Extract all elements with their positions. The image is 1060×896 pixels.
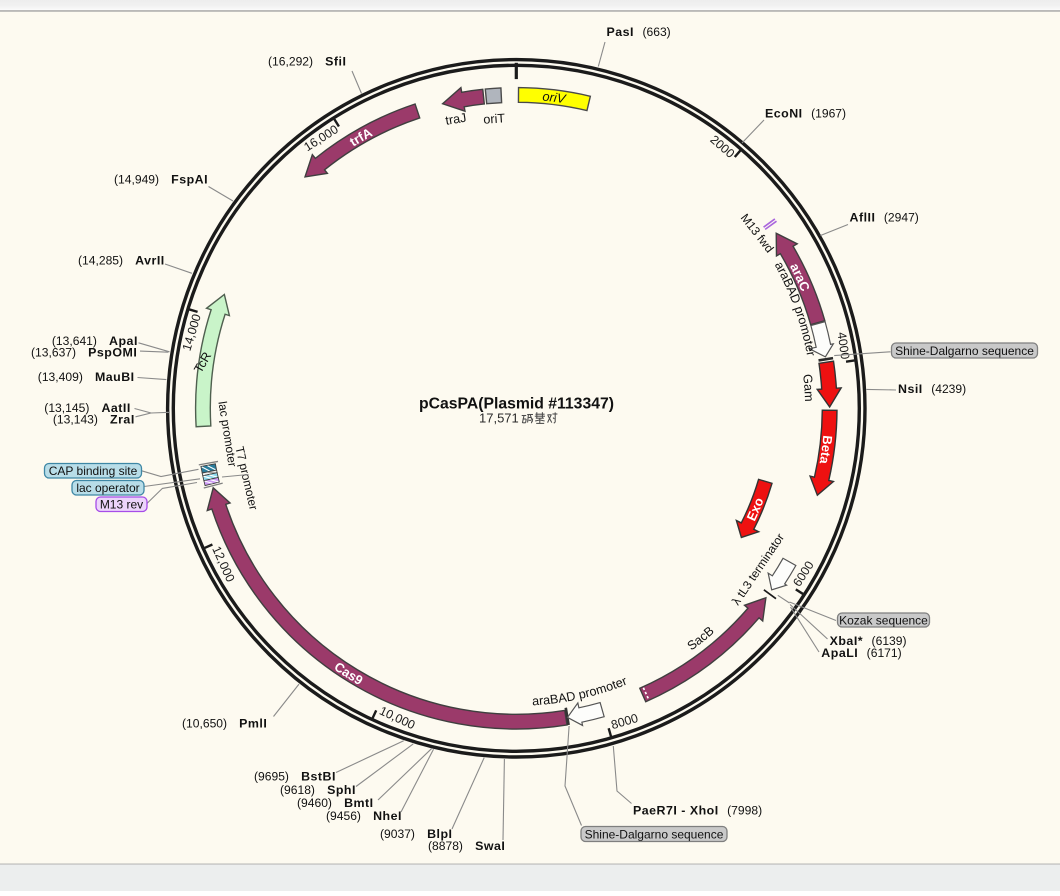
svg-text:oriT: oriT	[483, 111, 506, 127]
svg-text:(9618) SphI: (9618) SphI	[280, 783, 356, 797]
svg-text:Shine-Dalgarno sequence: Shine-Dalgarno sequence	[585, 827, 724, 841]
svg-text:Kozak sequence: Kozak sequence	[839, 613, 928, 627]
svg-text:(14,285) AvrII: (14,285) AvrII	[78, 254, 165, 268]
svg-text:PaeR7I - XhoI (7998): PaeR7I - XhoI (7998)	[633, 804, 762, 818]
svg-text:NsiI (4239): NsiI (4239)	[898, 382, 966, 396]
svg-text:PasI (663): PasI (663)	[607, 25, 671, 39]
svg-text:(8878) SwaI: (8878) SwaI	[428, 839, 505, 853]
svg-text:(9460) BmtI: (9460) BmtI	[297, 796, 374, 810]
svg-text:EcoNI (1967): EcoNI (1967)	[765, 107, 846, 121]
svg-text:oriV: oriV	[542, 89, 568, 107]
svg-text:Gam: Gam	[800, 373, 816, 401]
svg-text:CAP binding site: CAP binding site	[49, 464, 138, 478]
svg-text:AflII (2947): AflII (2947)	[850, 211, 919, 225]
svg-text:(9695) BstBI: (9695) BstBI	[254, 770, 336, 784]
svg-text:ApaLI (6171): ApaLI (6171)	[821, 646, 901, 660]
svg-text:(13,143) ZraI: (13,143) ZraI	[53, 412, 135, 426]
svg-text:(9456) NheI: (9456) NheI	[326, 809, 402, 823]
svg-text:(10,650) PmlI: (10,650) PmlI	[182, 717, 267, 731]
svg-text:(13,409) MauBI: (13,409) MauBI	[38, 370, 135, 384]
svg-text:17,571: 17,571	[479, 411, 519, 426]
svg-text:(13,637) PspOMI: (13,637) PspOMI	[31, 345, 137, 359]
svg-text:(14,949) FspAI: (14,949) FspAI	[114, 172, 208, 186]
svg-text:lac operator: lac operator	[76, 481, 139, 495]
svg-text:Shine-Dalgarno sequence: Shine-Dalgarno sequence	[895, 344, 1034, 358]
svg-text:(16,292) SfiI: (16,292) SfiI	[268, 54, 346, 68]
svg-text:M13 rev: M13 rev	[100, 498, 143, 512]
